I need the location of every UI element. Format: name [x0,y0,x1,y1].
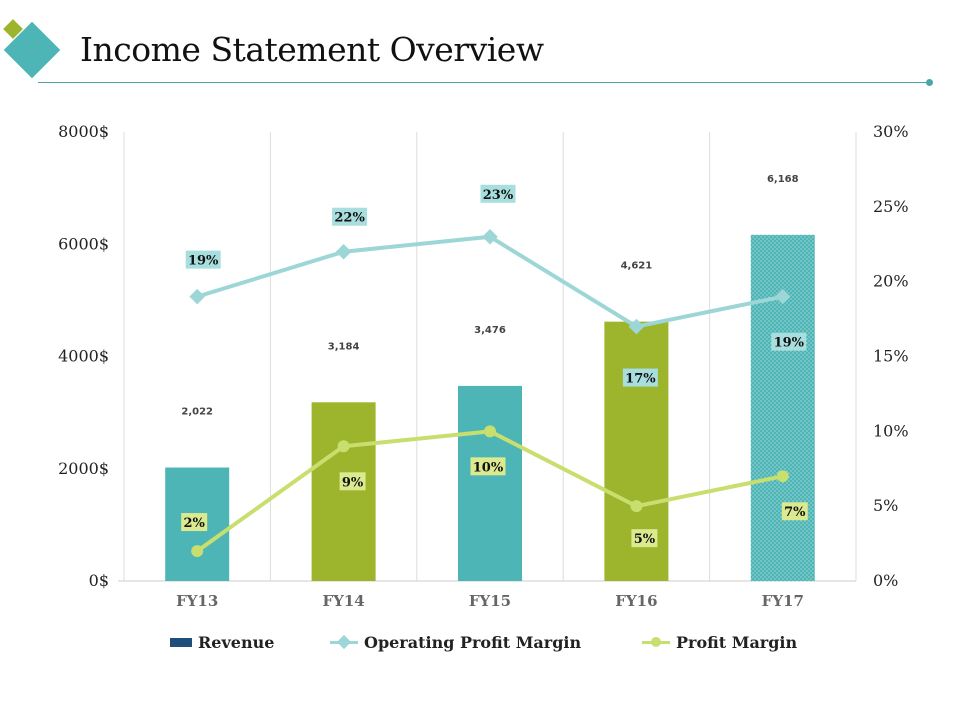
revenue-bar [458,385,522,581]
revenue-bar [311,402,376,581]
profit-margin-point [776,470,789,483]
revenue-data-label: 2,022 [181,407,213,418]
revenue-bar [750,234,815,582]
profit-margin-data-label: 2% [183,516,205,531]
profit-margin-label-box [339,472,366,491]
op-margin-line [196,234,784,329]
x-tick-label: FY13 [176,592,218,610]
profit-margin-label-box [181,513,208,532]
revenue-data-label: 6,168 [767,174,799,185]
legend-op-margin-swatch [330,634,358,650]
profit-margin-point [191,545,204,558]
y-right-tick-label: 30% [873,122,909,141]
profit-margin-data-label: 9% [342,475,364,490]
op-margin-label-box [771,332,807,351]
legend-revenue-label: Revenue [198,632,275,652]
op-margin-point [482,228,498,245]
op-margin-data-label: 19% [774,336,805,351]
legend-op-margin-label: Operating Profit Margin [364,632,582,652]
legend-profit-margin-label: Profit Margin [676,632,798,652]
chart-legend: Revenue Operating Profit Margin Profit M… [0,630,960,654]
y-left-tick-label: 6000$ [58,234,109,253]
revenue-data-label: 4,621 [621,261,653,272]
y-right-tick-label: 5% [873,496,898,515]
profit-margin-label-box [631,529,658,548]
profit-margin-label-box [781,502,808,521]
profit-margin-label-box [470,457,506,476]
op-margin-label-box [480,184,516,203]
op-margin-label-box [622,368,658,387]
op-margin-data-label: 19% [188,254,219,269]
legend-profit-margin-swatch [642,635,670,649]
logo-diamond-icon [3,19,61,79]
y-left-tick-label: 8000$ [58,122,109,141]
y-right-tick-label: 20% [873,272,909,291]
y-right-tick-label: 10% [873,421,909,440]
y-left-tick-label: 0$ [89,571,109,590]
profit-margin-data-label: 10% [473,460,504,475]
legend-revenue-swatch [170,637,192,647]
profit-margin-point [337,440,350,453]
revenue-data-label: 3,476 [474,325,506,336]
x-tick-label: FY17 [762,592,804,610]
profit-margin-data-label: 5% [634,532,656,547]
legend-item-profit-margin: Profit Margin [642,630,797,654]
y-right-tick-label: 25% [873,197,909,216]
y-left-tick-label: 4000$ [58,347,109,366]
op-margin-data-label: 22% [334,211,365,226]
op-margin-data-label: 23% [483,188,514,203]
op-margin-point [189,288,205,305]
legend-item-operating-profit-margin: Operating Profit Margin [330,630,581,654]
y-left-tick-label: 2000$ [58,459,109,478]
x-tick-label: FY14 [322,592,364,610]
x-tick-label: FY16 [615,592,657,610]
y-right-tick-label: 0% [873,571,898,590]
y-right-tick-label: 15% [873,347,909,366]
divider-end-dot [926,79,933,86]
page-title: Income Statement Overview [80,30,544,69]
profit-margin-point [630,500,643,513]
op-margin-data-label: 17% [625,372,656,387]
revenue-data-label: 3,184 [328,341,360,352]
profit-margin-point [484,425,496,438]
title-divider [38,82,930,83]
op-margin-label-box [185,250,221,269]
x-tick-label: FY15 [469,592,511,610]
op-margin-label-box [332,207,368,226]
op-margin-point [335,243,352,260]
legend-item-revenue: Revenue [170,630,274,654]
profit-margin-data-label: 7% [784,505,806,520]
